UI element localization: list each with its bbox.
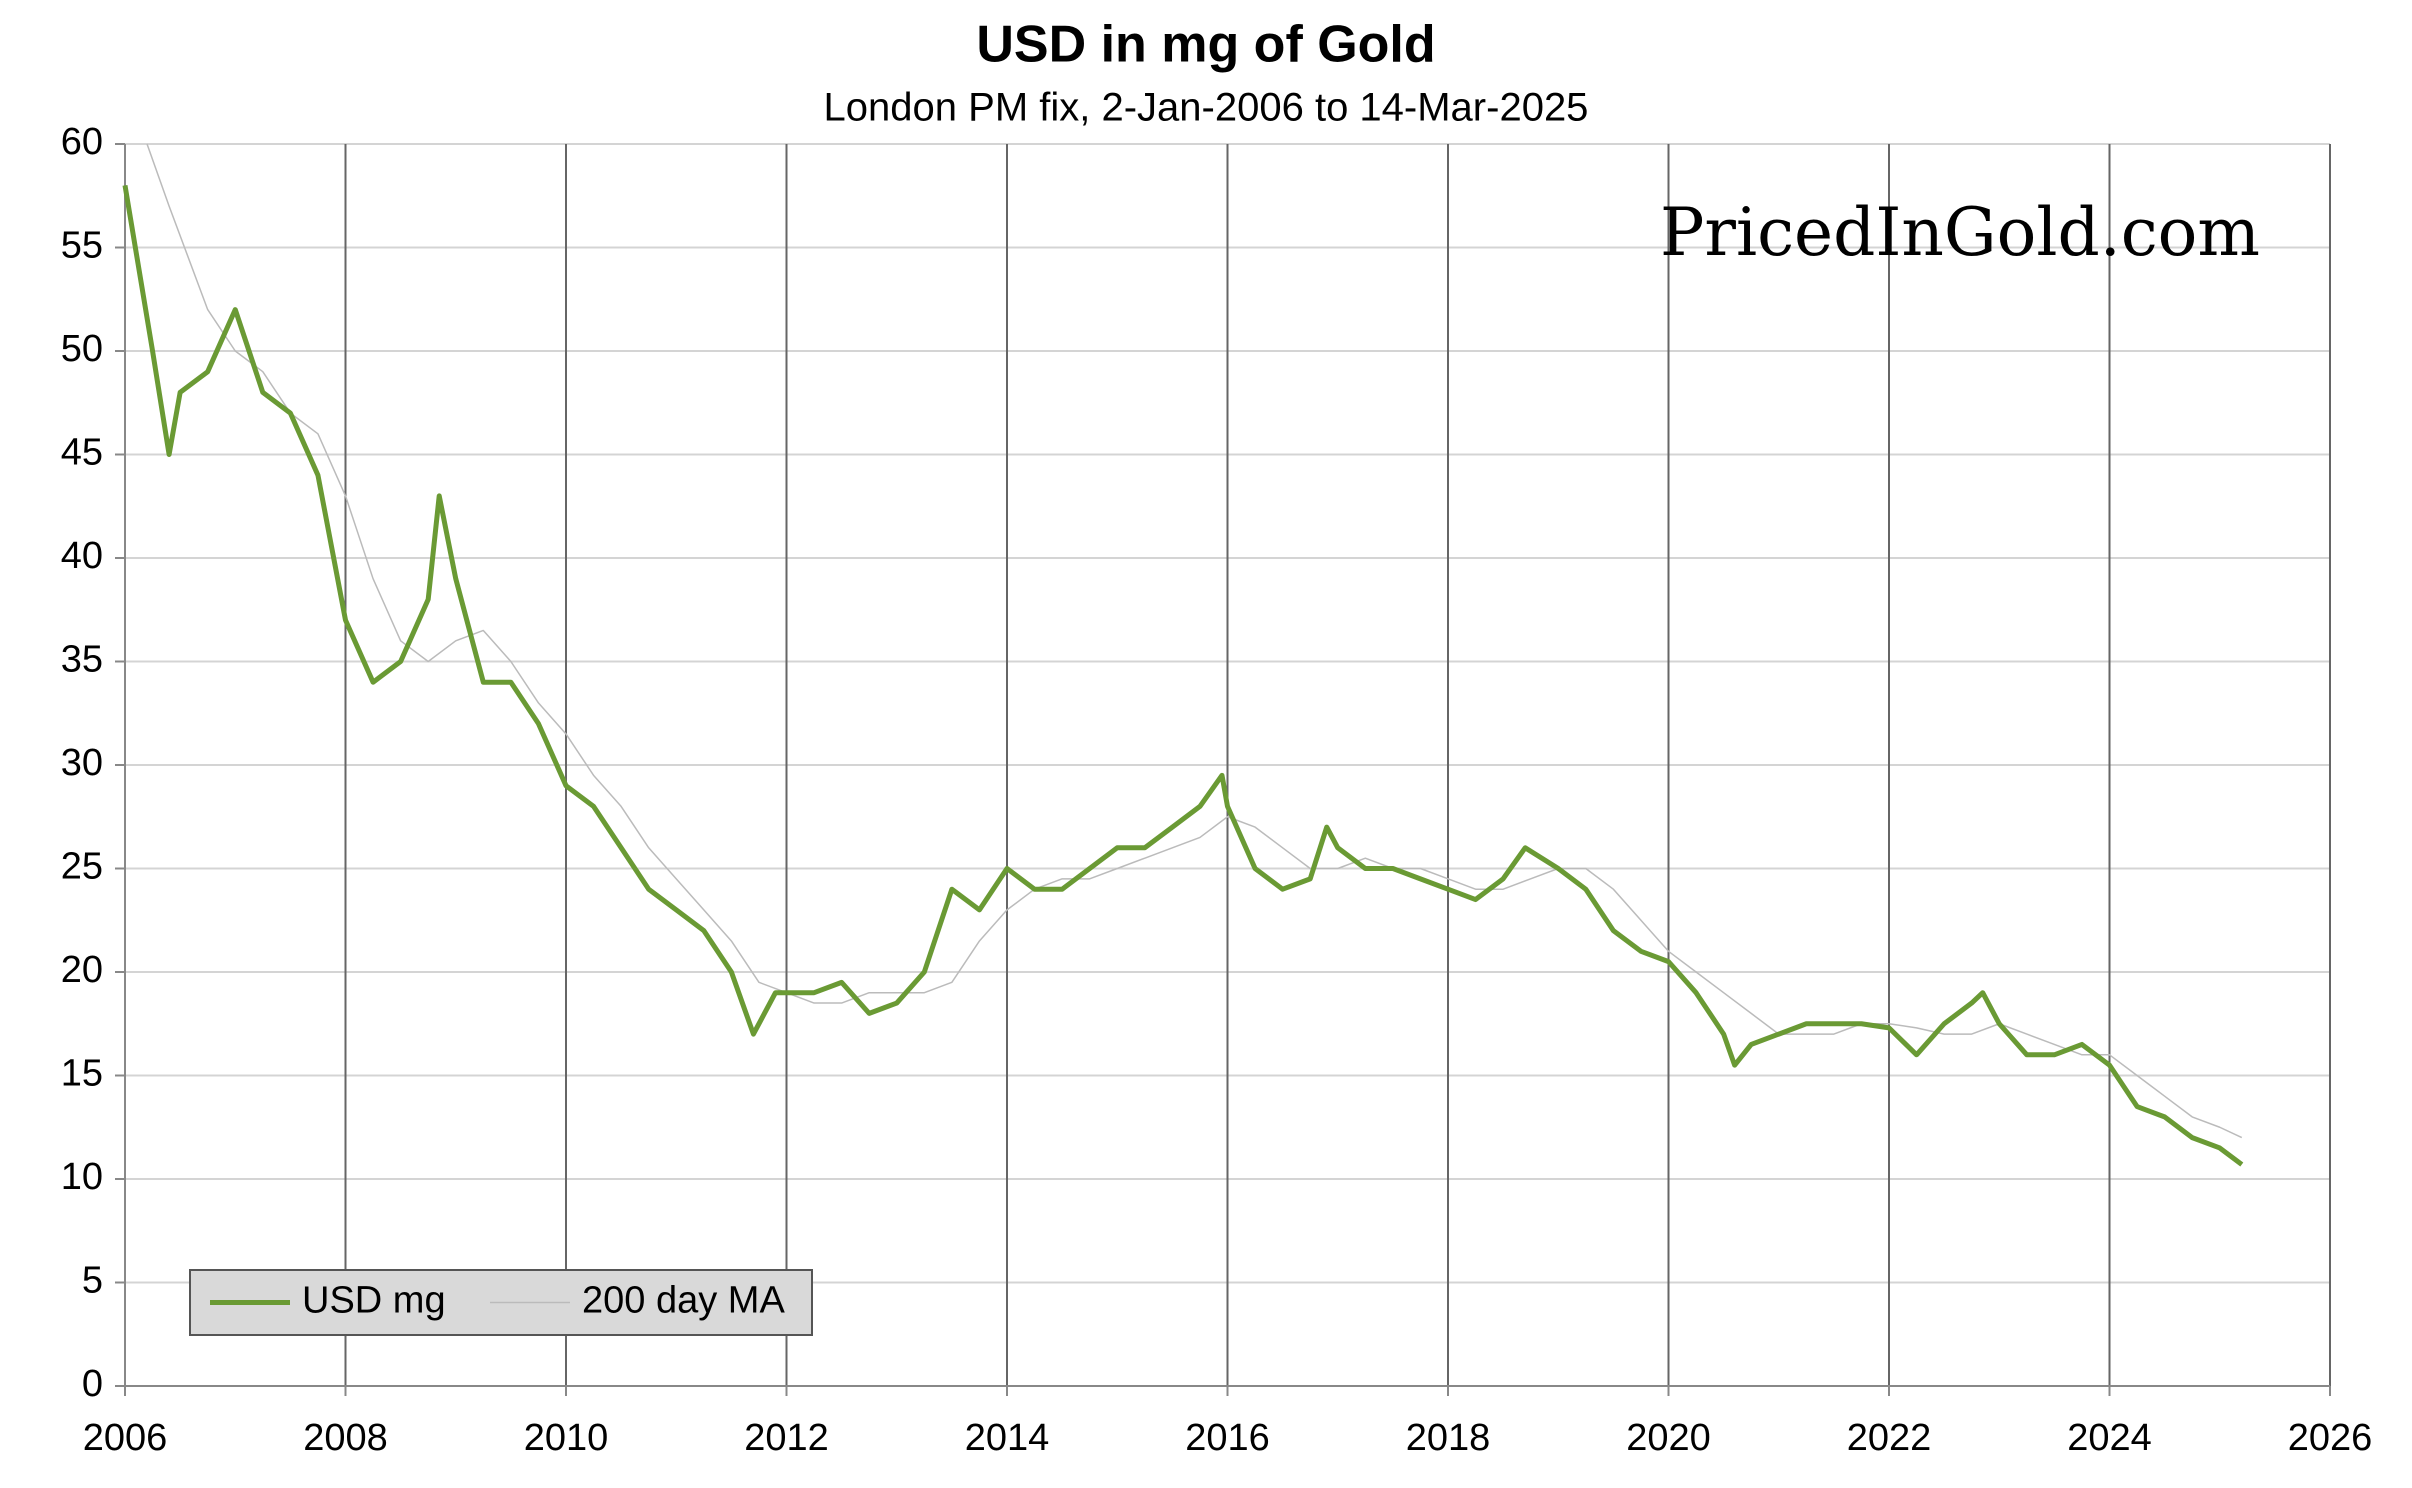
y-tick-label: 60 xyxy=(61,121,103,163)
y-tick-label: 30 xyxy=(61,742,103,784)
x-tick-label: 2006 xyxy=(83,1417,168,1459)
y-tick-label: 10 xyxy=(61,1156,103,1198)
chart-title: USD in mg of Gold xyxy=(976,16,1435,74)
y-tick-label: 50 xyxy=(61,328,103,370)
y-tick-label: 55 xyxy=(61,225,103,267)
x-tick-label: 2024 xyxy=(2067,1417,2152,1459)
y-tick-label: 35 xyxy=(61,639,103,681)
y-tick-label: 20 xyxy=(61,949,103,991)
chart-subtitle: London PM fix, 2-Jan-2006 to 14-Mar-2025 xyxy=(824,86,1589,130)
x-tick-label: 2016 xyxy=(1185,1417,1270,1459)
x-tick-label: 2014 xyxy=(965,1417,1050,1459)
x-tick-label: 2008 xyxy=(303,1417,388,1459)
x-tick-label: 2022 xyxy=(1847,1417,1932,1459)
data-line xyxy=(146,143,2243,1139)
y-tick-label: 15 xyxy=(61,1053,103,1095)
legend-label: 200 day MA xyxy=(582,1280,785,1322)
x-tick-label: 2026 xyxy=(2288,1417,2373,1459)
x-tick-label: 2018 xyxy=(1406,1417,1491,1459)
legend-label: USD mg xyxy=(302,1280,446,1322)
watermark: PricedInGold.com xyxy=(1660,194,2260,271)
y-tick-label: 40 xyxy=(61,535,103,577)
data-line xyxy=(122,184,2244,1167)
y-tick-label: 0 xyxy=(82,1363,103,1405)
y-tick-label: 5 xyxy=(82,1260,103,1302)
x-tick-label: 2010 xyxy=(524,1417,609,1459)
x-tick-label: 2012 xyxy=(744,1417,829,1459)
y-tick-label: 45 xyxy=(61,432,103,474)
y-tick-label: 25 xyxy=(61,846,103,888)
x-tick-label: 2020 xyxy=(1626,1417,1711,1459)
